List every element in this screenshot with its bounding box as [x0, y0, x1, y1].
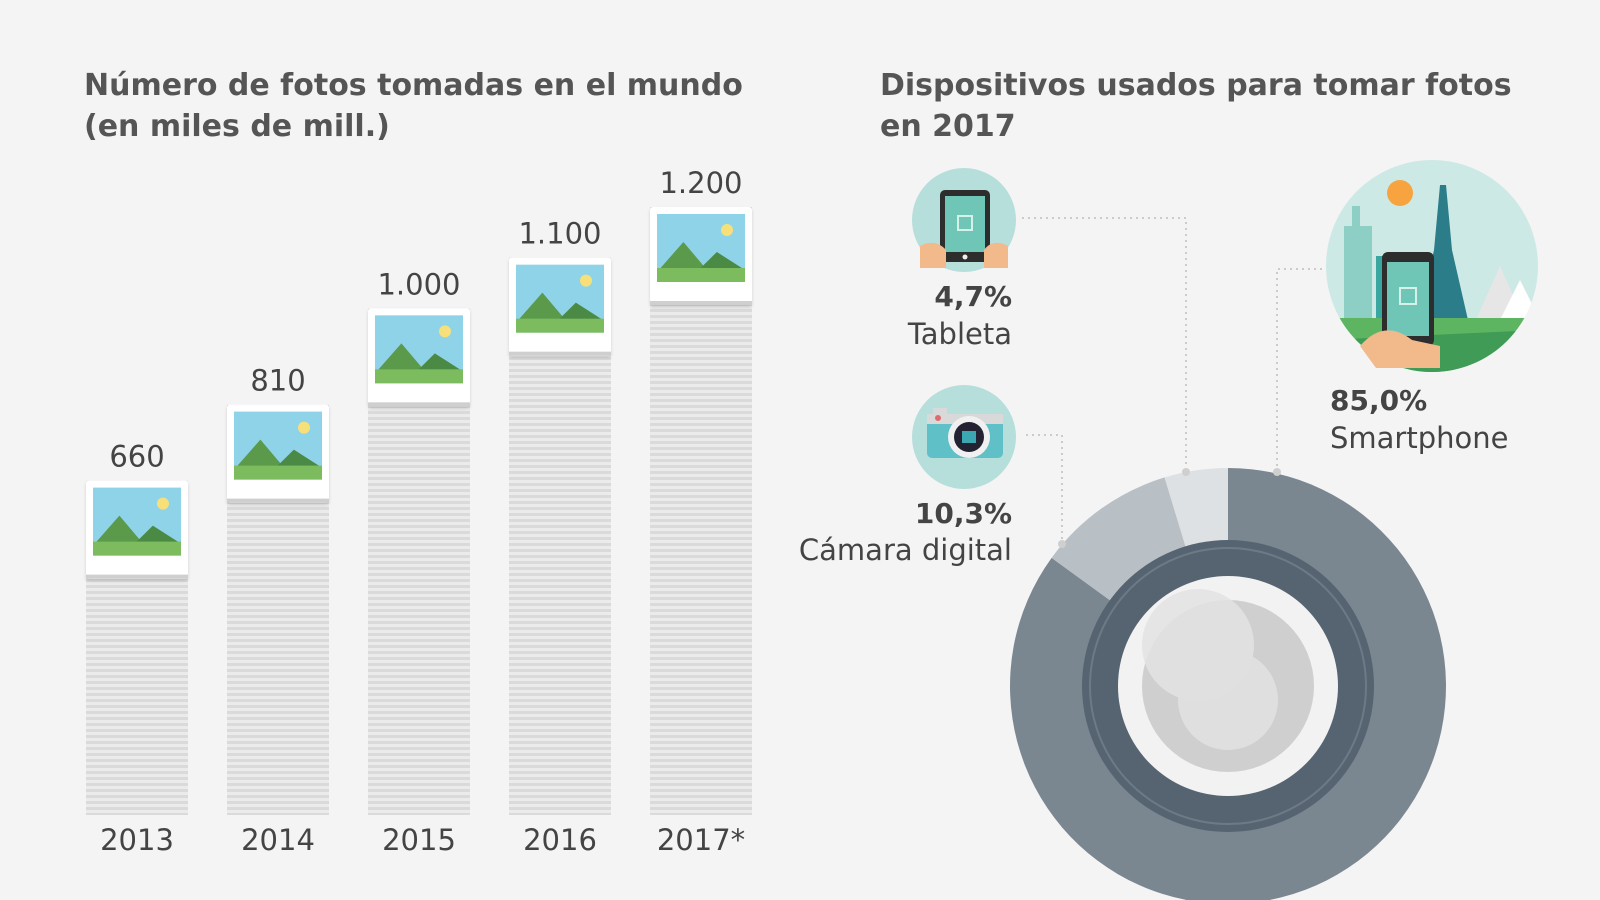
bar-2017*: 1.200 2017*	[650, 166, 752, 857]
bar-value-label: 660	[109, 440, 164, 474]
bar-stack	[650, 207, 752, 815]
leader-line-smartphone	[1276, 268, 1322, 472]
bar-2013: 660 2013	[86, 440, 188, 857]
photo-icon	[509, 257, 611, 356]
year-label: 2013	[100, 823, 174, 857]
photo-icon	[86, 480, 188, 579]
leader-line-camara	[1026, 434, 1063, 544]
leader-line-tableta	[1022, 217, 1187, 472]
camera-lens-icon	[1082, 540, 1374, 832]
donut-chart-title-line1: Dispositivos usados para tomar fotos	[880, 68, 1512, 103]
tableta-percent: 4,7%	[934, 280, 1012, 313]
year-label: 2016	[523, 823, 597, 857]
bar-value-label: 1.000	[377, 267, 460, 301]
photo-icon	[227, 404, 329, 503]
bar-chart-title-line1: Número de fotos tomadas en el mundo	[84, 68, 743, 103]
year-label: 2014	[241, 823, 315, 857]
digital-camera-icon	[912, 385, 1016, 489]
smartphone-percent: 85,0%	[1330, 384, 1427, 417]
devices-donut-chart: Dispositivos usados para tomar fotos en …	[799, 68, 1538, 900]
bar-chart-title-line2: (en miles de mill.)	[84, 109, 390, 144]
photo-icon	[650, 207, 752, 305]
leader-lines	[1022, 217, 1322, 548]
photos-bar-chart: Número de fotos tomadas en el mundo (en …	[84, 68, 752, 857]
bar-value-label: 810	[250, 364, 305, 398]
bar-value-label: 1.100	[518, 217, 601, 251]
tableta-name: Tableta	[907, 317, 1012, 351]
camara-name: Cámara digital	[799, 533, 1012, 567]
year-label: 2015	[382, 823, 456, 857]
bar-2016: 1.100 2016	[509, 217, 611, 857]
year-label: 2017*	[657, 823, 745, 857]
bar-series: 660 2013 810 2014 1.000 2015 1.100 2016 1.200 201…	[86, 166, 752, 857]
bar-value-label: 1.200	[659, 166, 742, 200]
photo-icon	[368, 308, 470, 407]
smartphone-name: Smartphone	[1330, 421, 1508, 455]
smartphone-paris-icon	[1326, 160, 1538, 372]
tablet-icon	[912, 168, 1016, 272]
bar-2015: 1.000 2015	[368, 267, 470, 857]
camara-percent: 10,3%	[915, 497, 1012, 530]
donut-chart-title-line2: en 2017	[880, 109, 1016, 144]
bar-2014: 810 2014	[227, 364, 329, 857]
